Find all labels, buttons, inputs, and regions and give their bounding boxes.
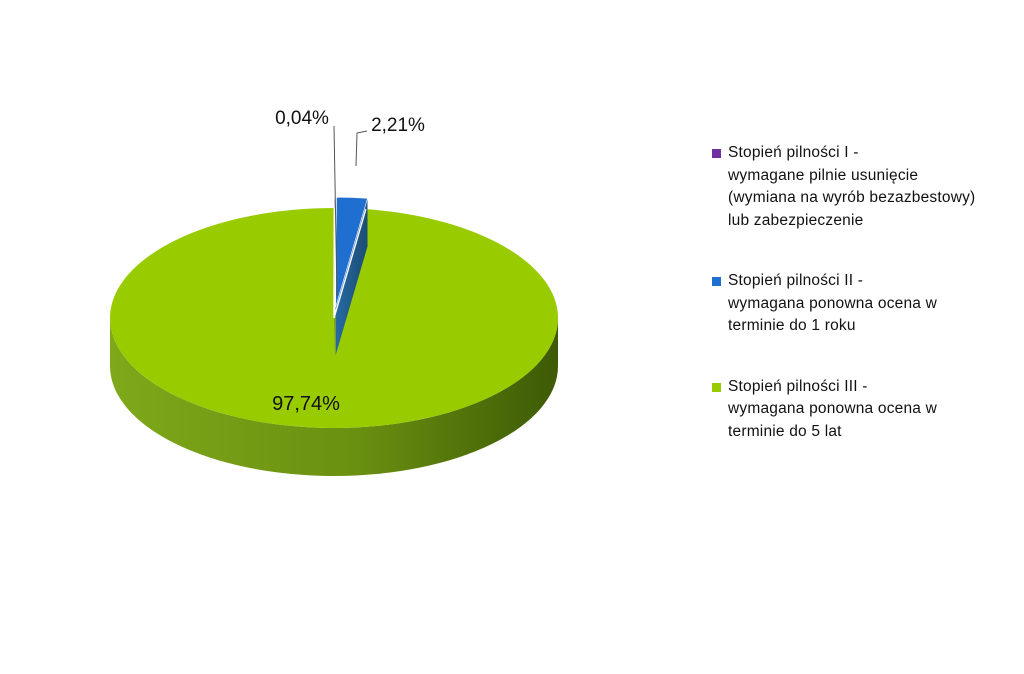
pie-group: 0,04% 2,21% 97,74% (110, 108, 558, 476)
legend-label-stopien-iii: Stopień pilności III - wymagana ponowna … (728, 376, 1012, 444)
data-label-stopien-i: 0,04% (275, 108, 329, 129)
legend-label-stopien-i: Stopień pilności I - wymagane pilnie usu… (728, 142, 1012, 232)
legend-item-stopien-i: Stopień pilności I - wymagane pilnie usu… (712, 142, 1012, 232)
legend-item-stopien-ii: Stopień pilności II - wymagana ponowna o… (712, 270, 1012, 338)
data-label-stopien-iii: 97,74% (272, 393, 340, 415)
legend-swatch-stopien-iii (712, 383, 721, 392)
legend-label-stopien-ii: Stopień pilności II - wymagana ponowna o… (728, 270, 1012, 338)
legend-swatch-stopien-i (712, 149, 721, 158)
legend-item-stopien-iii: Stopień pilności III - wymagana ponowna … (712, 376, 1012, 444)
legend: Stopień pilności I - wymagane pilnie usu… (712, 142, 1012, 443)
data-label-stopien-ii: 2,21% (371, 115, 425, 136)
data-label-leader-stopien-ii (356, 131, 367, 166)
legend-swatch-stopien-ii (712, 277, 721, 286)
